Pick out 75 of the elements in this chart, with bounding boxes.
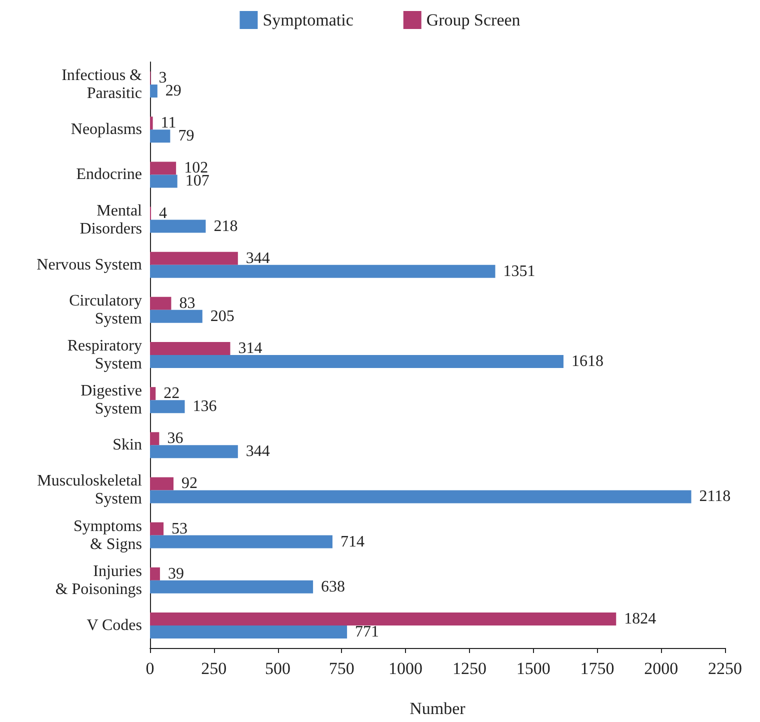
data-label: 638 xyxy=(321,578,346,596)
y-tick-label: Injuries & Poisonings xyxy=(55,562,142,598)
data-label: 344 xyxy=(246,250,270,267)
bar xyxy=(150,220,206,233)
x-tick-label: 0 xyxy=(146,659,154,678)
data-label: 136 xyxy=(192,398,217,416)
bar xyxy=(150,580,314,594)
bar xyxy=(150,355,564,368)
bar xyxy=(150,296,172,310)
data-label: 2118 xyxy=(699,488,731,506)
bar xyxy=(150,522,164,536)
x-tick-label: 1500 xyxy=(516,659,550,678)
bar xyxy=(150,477,174,490)
y-tick-label: Digestive System xyxy=(80,382,143,418)
data-label: 4 xyxy=(159,204,168,222)
y-tick-label: Respiratory System xyxy=(67,338,143,372)
data-label: 36 xyxy=(167,430,184,448)
bar xyxy=(150,400,185,414)
legend-label: Group Screen xyxy=(426,10,521,30)
x-tick-label: 2000 xyxy=(644,659,678,678)
bar xyxy=(150,264,496,278)
y-tick-label: Mental Disorders xyxy=(80,202,143,238)
y-tick-label: Infectious & Parasitic xyxy=(62,67,143,102)
data-label: 1618 xyxy=(571,353,604,370)
bar xyxy=(150,252,238,265)
bar xyxy=(150,445,238,458)
data-label: 29 xyxy=(165,82,182,100)
bar xyxy=(150,387,156,400)
data-label: 92 xyxy=(182,475,198,492)
bar xyxy=(150,567,160,580)
bar xyxy=(150,116,153,130)
bar xyxy=(150,130,170,143)
data-label: 205 xyxy=(210,308,234,325)
data-label: 714 xyxy=(340,533,364,550)
data-label: 314 xyxy=(238,340,262,357)
data-label: 53 xyxy=(172,520,188,538)
bar xyxy=(150,174,178,188)
data-label: 218 xyxy=(214,218,238,235)
data-label: 771 xyxy=(355,623,380,640)
data-label: 39 xyxy=(168,565,184,582)
bar xyxy=(150,535,332,548)
bar xyxy=(150,612,616,626)
y-tick-label: Symptoms & Signs xyxy=(74,518,142,553)
y-tick-label: Neoplasms xyxy=(70,121,142,138)
data-label: 22 xyxy=(164,385,180,402)
x-tick-label: 250 xyxy=(201,659,227,678)
y-tick-label: Endocrine xyxy=(76,166,142,184)
x-axis-title: Number xyxy=(410,699,466,718)
data-label: 11 xyxy=(160,114,176,132)
x-tick-label: 1250 xyxy=(452,659,486,678)
bar xyxy=(150,310,202,323)
y-tick-label: Musculoskeletal System xyxy=(37,472,143,508)
legend-label: Symptomatic xyxy=(262,10,354,30)
y-tick-label: Nervous System xyxy=(36,256,143,274)
data-label: 1351 xyxy=(503,262,536,280)
bar xyxy=(150,625,348,638)
bar xyxy=(150,162,176,175)
bar xyxy=(150,84,158,98)
bar xyxy=(150,490,692,504)
x-tick-label: 2250 xyxy=(708,659,742,678)
data-label: 79 xyxy=(178,128,194,145)
data-label: 344 xyxy=(246,443,270,460)
x-tick-label: 1000 xyxy=(388,659,423,678)
data-label: 83 xyxy=(179,294,196,312)
x-tick-label: 1750 xyxy=(580,659,614,678)
x-tick-label: 750 xyxy=(328,659,354,678)
data-label: 107 xyxy=(185,172,210,190)
y-tick-label: V Codes xyxy=(86,616,142,634)
data-label: 3 xyxy=(158,70,167,87)
bar xyxy=(150,342,230,355)
data-label: 1824 xyxy=(624,610,656,628)
bar xyxy=(150,432,160,446)
y-tick-label: Circulatory System xyxy=(69,292,143,328)
y-tick-label: Skin xyxy=(112,436,142,454)
x-tick-label: 500 xyxy=(265,659,291,678)
